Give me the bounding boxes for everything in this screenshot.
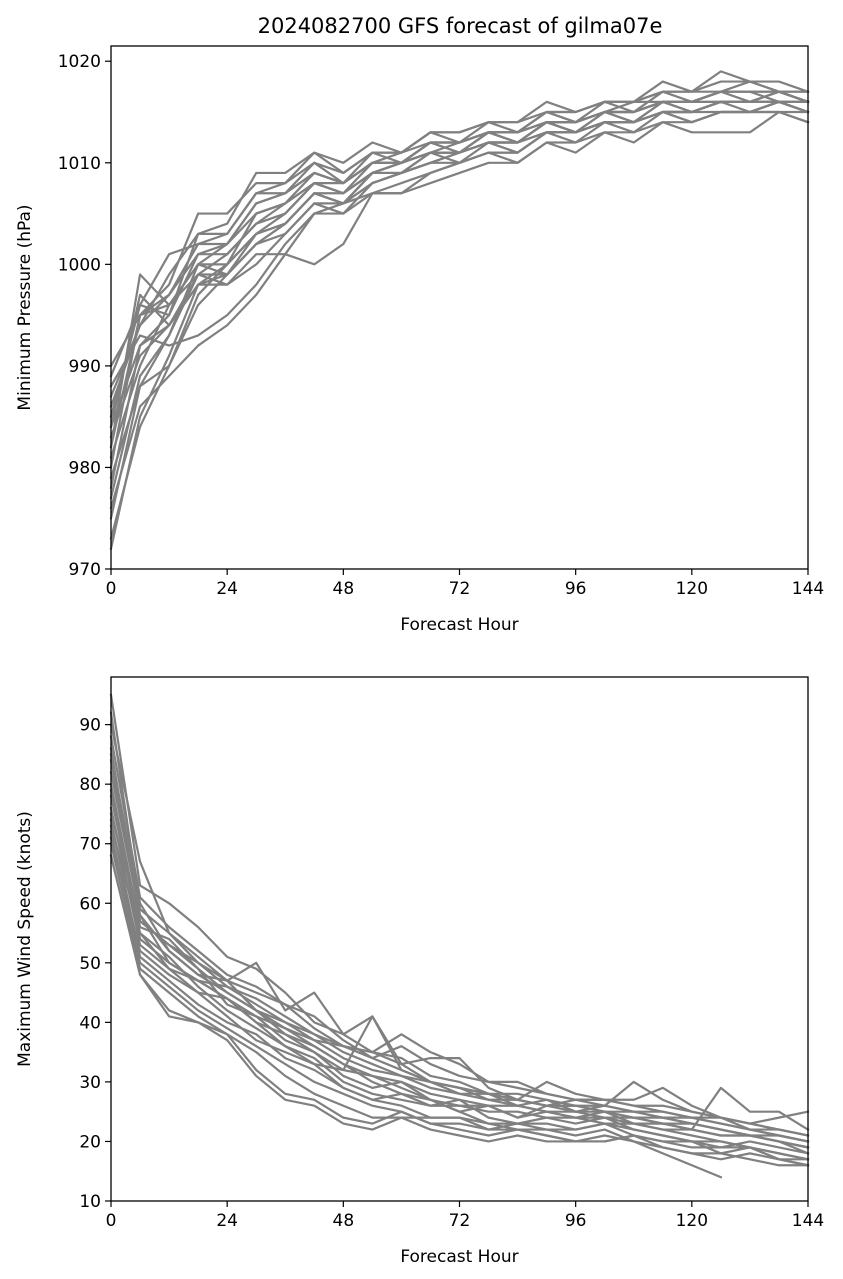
pressure-series-group [109,70,810,551]
pressure-x-tick-label: 0 [106,579,117,599]
pressure-y-tick-label: 980 [69,458,101,478]
pressure-member-line-8 [109,80,810,398]
wind-x-tick-label: 0 [106,1211,117,1231]
wind-y-tick-label: 80 [79,775,101,795]
wind-y-tick-label: 40 [79,1013,101,1033]
wind-x-tick-label: 24 [216,1211,238,1231]
wind-y-tick-label: 60 [79,894,101,914]
wind-y-tick-label: 90 [79,716,101,736]
wind-member-line-11 [109,854,810,1161]
pressure-x-tick-label: 96 [565,579,587,599]
wind-y-tick-label: 50 [79,954,101,974]
wind-x-axis-label: Forecast Hour [400,1247,518,1267]
wind-y-tick-label: 20 [79,1132,101,1152]
pressure-x-tick-label: 48 [333,579,355,599]
wind-x-tick-label: 120 [676,1211,708,1231]
pressure-x-tick-label: 24 [216,579,238,599]
wind-member-line-18 [109,747,810,1149]
pressure-x-tick-label: 120 [676,579,708,599]
wind-x-tick-label: 144 [792,1211,824,1231]
wind-member-line-19 [109,824,810,1155]
pressure-y-tick-label: 1020 [58,52,101,72]
pressure-x-tick-label: 72 [449,579,471,599]
pressure-y-axis-label: Minimum Pressure (hPa) [15,204,35,410]
wind-y-tick-label: 70 [79,835,101,855]
pressure-chart: 0 24 48 72 96 120 144 970 980 990 1000 1010 1020 Fore… [15,45,824,635]
pressure-x-tick-label: 144 [792,579,824,599]
wind-x-tick-label: 72 [449,1211,471,1231]
wind-y-tick-label: 10 [79,1192,101,1212]
wind-y-tick-label: 30 [79,1073,101,1093]
pressure-y-tick-label: 1000 [58,255,101,275]
wind-member-line-20 [109,759,810,1125]
pressure-x-axis-label: Forecast Hour [400,615,518,635]
pressure-y-tick-label: 970 [69,560,101,580]
wind-member-line-9 [109,830,810,1167]
wind-y-axis-label: Maximum Wind Speed (knots) [15,811,35,1067]
pressure-y-tick-label: 990 [69,357,101,377]
wind-x-tick-label: 96 [565,1211,587,1231]
pressure-y-tick-label: 1010 [58,154,101,174]
wind-chart: 0 24 48 72 96 120 144 10 20 30 40 50 60 70 80 90 Forecas… [15,676,824,1267]
chart-title: 2024082700 GFS forecast of gilma07e [258,14,663,38]
wind-x-tick-label: 48 [333,1211,355,1231]
wind-member-line-16 [109,788,810,1143]
wind-series-group [109,693,810,1179]
pressure-member-line-20 [109,100,810,449]
